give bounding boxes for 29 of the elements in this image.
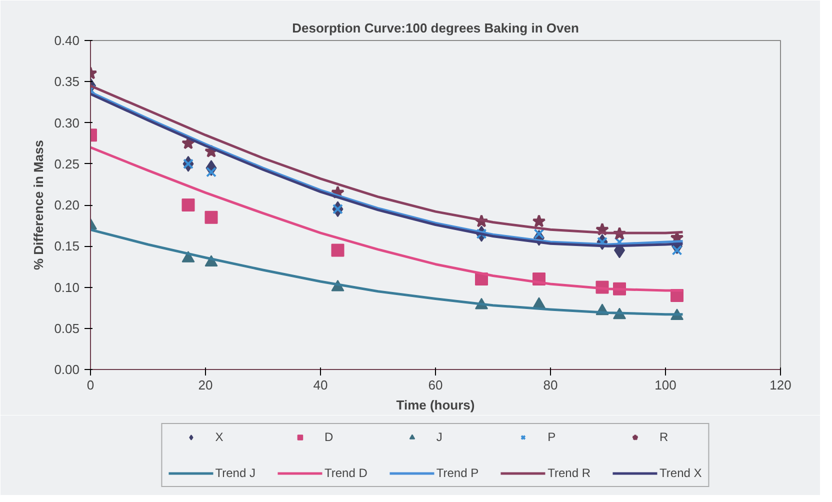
x-tick-label: 40	[313, 378, 328, 392]
legend-label: R	[660, 430, 670, 444]
legend-label: P	[548, 430, 557, 444]
chart-title: Desorption Curve:100 degrees Baking in Oven	[292, 20, 579, 36]
y-tick-label: 0.30	[54, 115, 80, 130]
legend-label: Trend R	[548, 466, 591, 480]
x-tick-label: 20	[198, 378, 213, 392]
y-tick-label: 0.15	[54, 238, 80, 254]
y-tick-label: 0.25	[54, 156, 80, 172]
legend-label: X	[215, 430, 224, 444]
y-axis-title: % Difference in Mass	[31, 140, 46, 270]
y-tick-label: 0.40	[54, 33, 80, 48]
x-tick-label: 0	[86, 378, 94, 392]
legend-label: Trend J	[215, 466, 256, 480]
y-tick-label: 0.35	[54, 74, 80, 90]
x-tick-label: 100	[654, 378, 676, 392]
y-tick-label: 0.10	[54, 280, 80, 295]
y-tick-label: 0.05	[54, 320, 80, 336]
legend-label: J	[436, 430, 444, 444]
y-tick-label: 0.20	[54, 198, 80, 212]
legend-label: Trend X	[660, 466, 702, 480]
x-tick-label: 60	[428, 378, 443, 392]
x-axis-title: Time (hours)	[396, 398, 475, 412]
legend-label: Trend P	[436, 466, 479, 480]
legend-label: Trend D	[324, 466, 368, 480]
legend-label: D	[324, 430, 334, 444]
x-tick-label: 120	[770, 378, 792, 392]
x-tick-label: 80	[543, 378, 558, 392]
y-tick-label: 0.00	[54, 362, 80, 377]
